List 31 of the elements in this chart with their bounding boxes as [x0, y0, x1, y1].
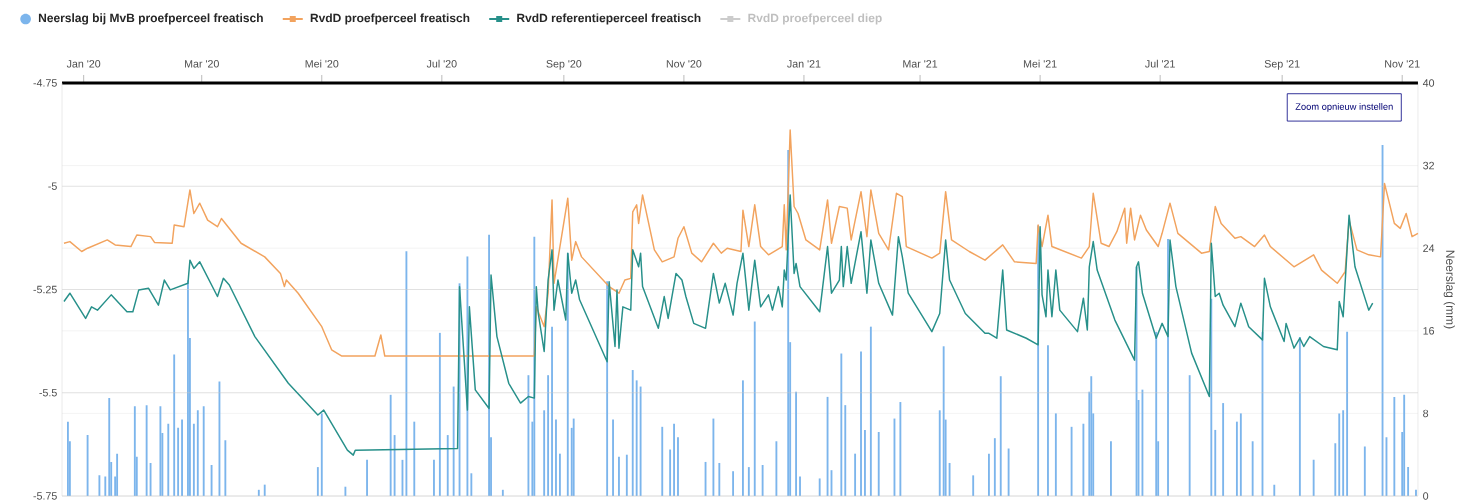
legend-label: Neerslag bij MvB proefperceel freatisch: [38, 13, 263, 25]
legend-label: RvdD referentieperceel freatisch: [517, 13, 701, 25]
x-tick-label: Mar '20: [185, 60, 219, 68]
x-tick-label: Sep '21: [1264, 60, 1300, 70]
y2-tick-label: 8: [1423, 409, 1429, 418]
x-tick-label: Jul '21: [1145, 59, 1175, 68]
y-tick-label: -5.25: [33, 285, 57, 294]
line-series: [63, 129, 1419, 357]
y-tick-label: -4.75: [33, 79, 57, 87]
y2-tick-label: 16: [1423, 327, 1435, 335]
y2-tick-label: 40: [1422, 79, 1435, 87]
x-tick-label: Mei '21: [1023, 59, 1057, 68]
x-tick-label: Nov '21: [1385, 60, 1420, 68]
x-tick-label: Mei '20: [305, 59, 339, 68]
x-tick-label: Jul '20: [426, 59, 457, 68]
y2-tick-label: 32: [1423, 161, 1434, 170]
y-tick-label: -5: [48, 182, 57, 190]
y2-tick-label: 24: [1423, 244, 1435, 252]
x-tick-label: Nov '20: [666, 60, 702, 68]
annotation: Zoom opnieuw instellen: [1295, 103, 1393, 112]
line-series: [63, 194, 1374, 456]
y2-tick-label: 0: [1423, 492, 1429, 500]
y-tick-label: -5.5: [39, 389, 57, 397]
x-tick-label: Sep '20: [546, 60, 582, 70]
y-tick-label: -5.75: [33, 492, 57, 500]
x-tick-label: Jan '21: [787, 60, 821, 68]
y2-axis-title: Neerslag (mm): [1443, 250, 1455, 329]
legend-label: RvdD proefperceel diep: [748, 13, 882, 25]
legend-label: RvdD proefperceel freatisch: [310, 13, 470, 25]
x-tick-label: Mar '21: [903, 60, 938, 68]
x-tick-label: Jan '20: [66, 60, 101, 68]
